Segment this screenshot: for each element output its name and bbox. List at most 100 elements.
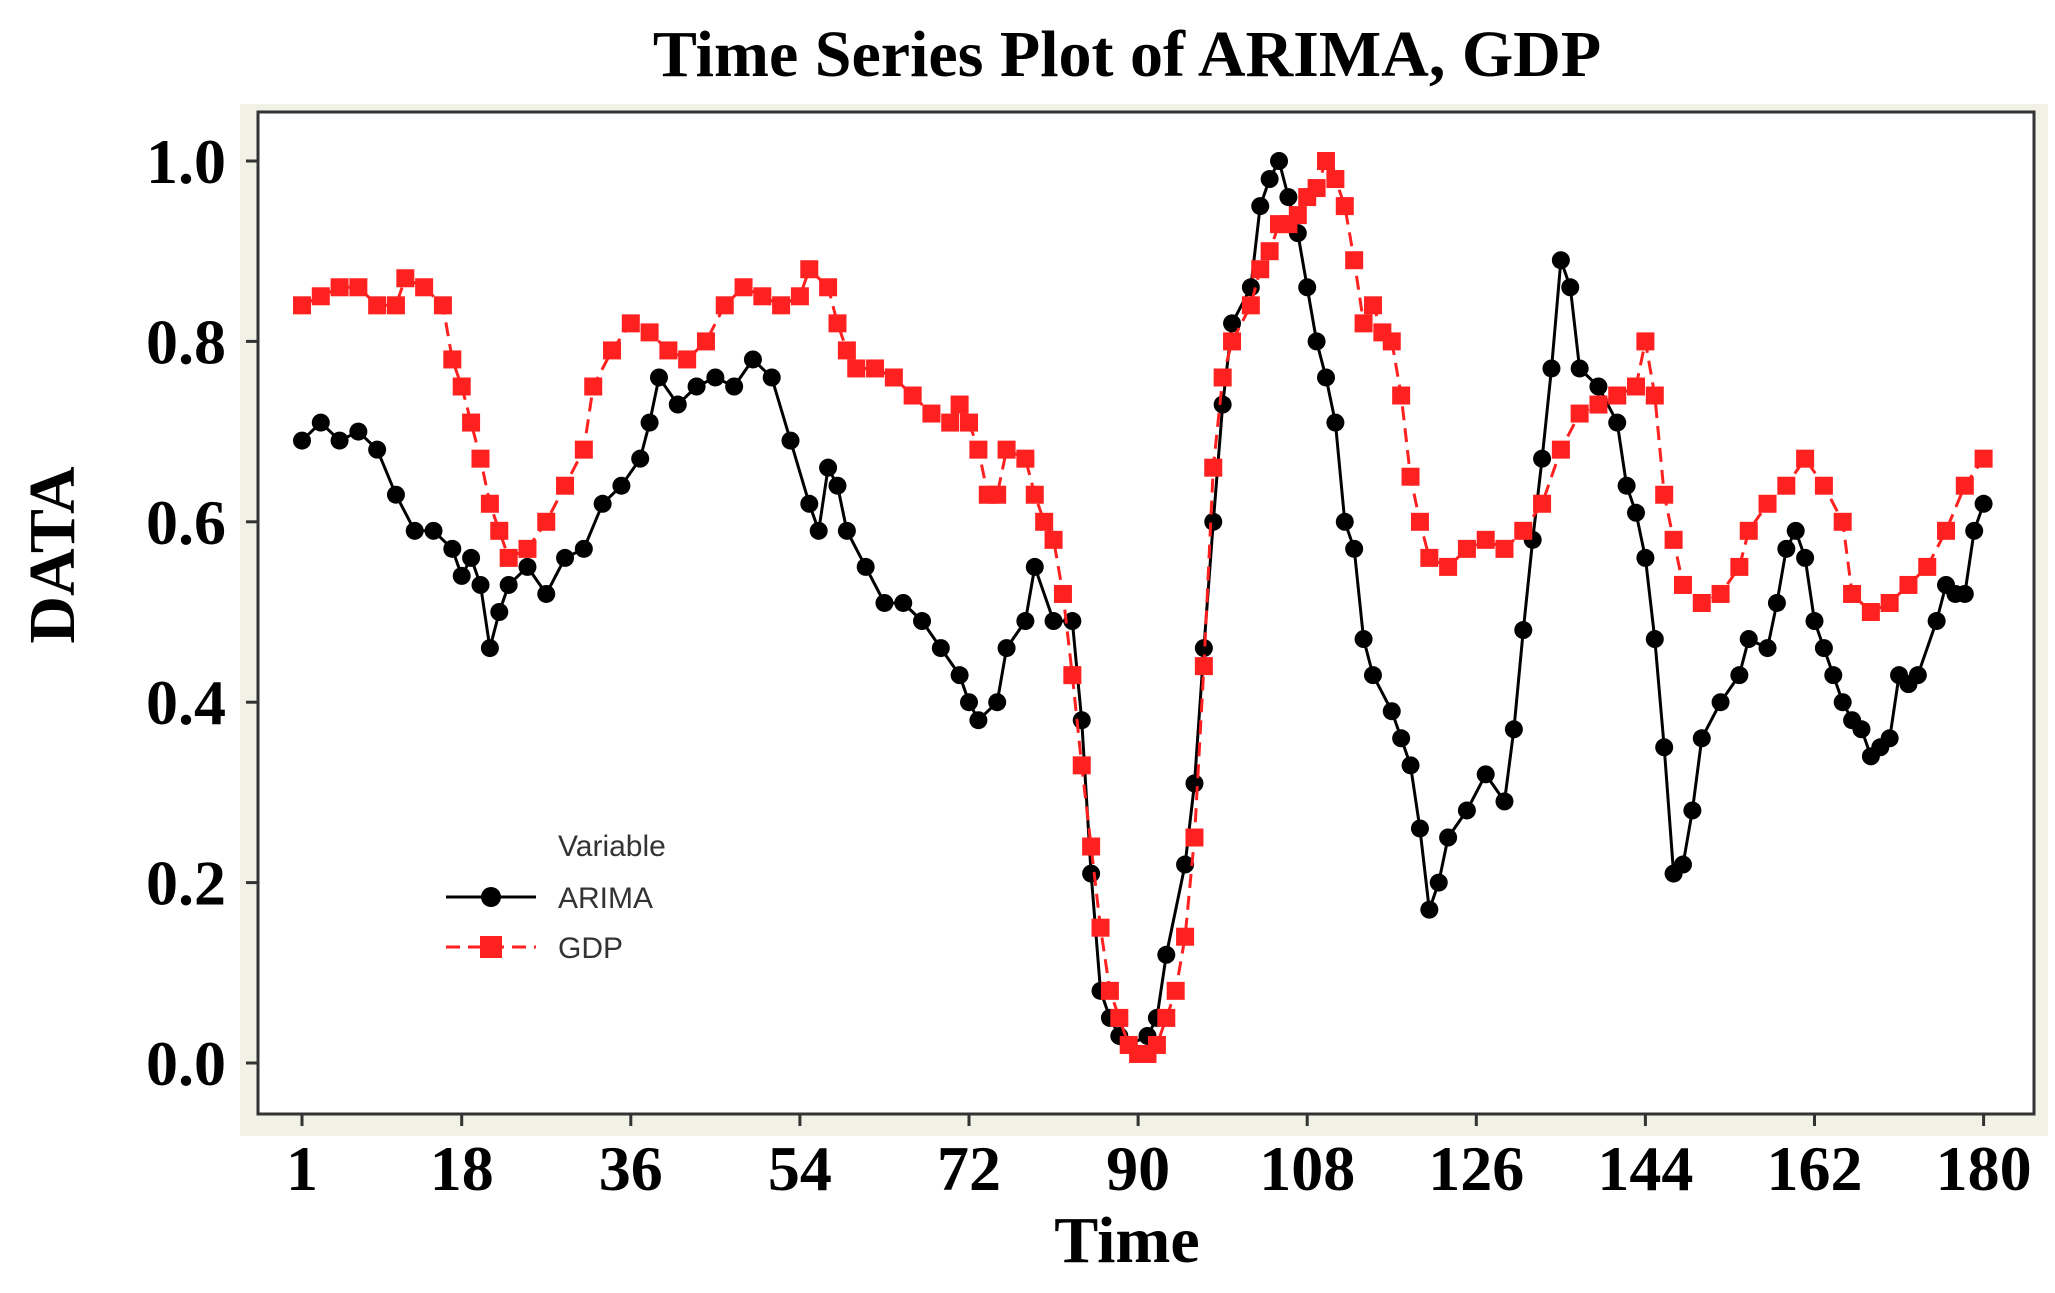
data-point-gdp [1410,512,1429,531]
data-point-arima [1204,512,1223,531]
data-point-gdp [443,350,462,369]
data-point-gdp [1533,494,1552,513]
data-point-gdp [1664,530,1683,549]
series-arima [293,152,1993,1054]
data-point-arima [1307,332,1326,351]
data-point-gdp [1673,575,1692,594]
data-point-arima [330,431,349,450]
data-point-arima [1260,170,1279,189]
data-point-arima [1533,449,1552,468]
data-point-arima [1551,251,1570,270]
data-point-arima [1410,819,1429,838]
data-point-gdp [678,350,697,369]
data-point-arima [1814,639,1833,658]
data-point-gdp [866,359,885,378]
data-point-arima [1157,945,1176,964]
data-point-arima [1279,188,1298,207]
data-point-arima [490,603,509,621]
x-tick-label: 36 [599,1133,663,1204]
y-tick-label: 0.4 [146,667,226,738]
legend-title: Variable [558,830,666,863]
data-point-gdp [1016,449,1035,468]
data-point-arima [1805,612,1824,631]
data-point-gdp [1608,386,1627,405]
data-point-gdp [734,278,753,297]
data-point-arima [1796,548,1815,567]
data-point-gdp [1288,206,1307,225]
data-point-gdp [1495,539,1514,558]
x-tick-label: 18 [430,1133,494,1204]
data-point-arima [1298,278,1317,297]
data-point-arima [1392,729,1411,748]
data-point-gdp [1918,557,1937,576]
data-point-gdp [1223,332,1242,351]
data-point-gdp [1627,377,1646,396]
data-point-arima [1363,666,1382,685]
data-point-arima [1965,521,1984,540]
data-point-arima [950,666,969,685]
data-point-gdp [556,476,575,495]
data-point-arima [462,548,481,567]
data-point-gdp [537,512,556,531]
data-point-gdp [1251,260,1270,279]
data-point-gdp [1110,1008,1129,1027]
data-point-arima [969,711,988,730]
data-point-arima [706,368,725,387]
data-point-gdp [1157,1008,1176,1027]
data-point-arima [1251,197,1270,216]
data-point-gdp [1345,251,1364,270]
data-point-gdp [819,278,838,297]
data-point-arima [960,693,979,712]
data-point-arima [828,476,847,495]
data-point-gdp [1241,296,1260,315]
data-point-gdp [433,296,452,315]
data-point-gdp [659,341,678,360]
data-point-gdp [715,296,734,315]
data-point-arima [1645,630,1664,649]
data-point-gdp [1354,314,1373,333]
data-point-gdp [1053,584,1072,603]
x-axis: 1 18 36 54 72 90 108 126 144 162 180 [286,1114,2032,1204]
data-point-arima [1335,512,1354,531]
data-point-gdp [1711,584,1730,603]
data-point-gdp [1260,242,1279,261]
data-point-arima [556,548,575,567]
data-point-arima [1025,557,1044,576]
data-point-arima [1636,548,1655,567]
data-point-arima [640,413,659,432]
data-point-arima [499,575,518,594]
legend-label-gdp: GDP [558,932,623,965]
data-point-arima [1758,639,1777,658]
data-point-arima [1955,584,1974,603]
legend: Variable ARIMA GDP [446,830,666,965]
x-tick-label: 90 [1106,1133,1170,1204]
data-point-arima [725,377,744,396]
data-point-gdp [1082,837,1101,856]
data-point-gdp [1176,927,1195,946]
data-point-arima [1561,278,1580,297]
data-point-arima [1439,828,1458,847]
y-tick-label: 0.2 [146,848,226,919]
data-point-gdp [1213,368,1232,387]
data-point-gdp [800,260,819,279]
data-point-gdp [574,440,593,459]
data-point-arima [293,431,311,450]
data-point-gdp [1843,584,1862,603]
data-point-arima [1476,765,1495,784]
data-point-gdp [462,413,481,432]
data-point-arima [1326,413,1345,432]
data-point-gdp [1420,548,1439,567]
data-point-gdp [1335,197,1354,216]
data-point-gdp [1955,476,1974,495]
data-point-gdp [1655,485,1674,504]
data-point-gdp [1035,512,1054,531]
data-point-gdp [386,296,405,315]
data-point-arima [1241,278,1260,297]
data-point-arima [424,521,443,540]
data-point-gdp [330,278,349,297]
data-point-gdp [1899,575,1918,594]
data-point-gdp [293,296,311,315]
data-point-arima [1730,666,1749,685]
data-point-arima [1974,494,1993,513]
chart-title: Time Series Plot of ARIMA, GDP [653,18,1601,91]
